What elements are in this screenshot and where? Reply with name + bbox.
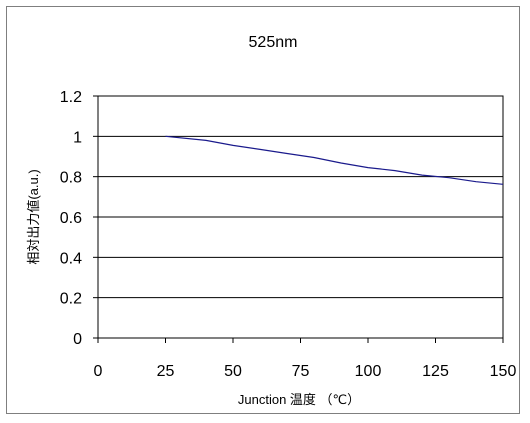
y-tick-label: 0.2: [60, 291, 82, 308]
series-line: [165, 135, 504, 185]
y-tick-label: 0: [73, 331, 82, 348]
y-tick-label: 1.2: [60, 89, 82, 106]
x-tick-label: 0: [94, 363, 103, 380]
y-tick-label: 0.8: [60, 170, 82, 187]
x-tick-label: 25: [157, 363, 175, 380]
x-axis-ticks: 0 25 50 75 100 125 150: [94, 338, 517, 380]
y-tick-label: 0.6: [60, 210, 82, 227]
x-tick-label: 50: [224, 363, 242, 380]
series-layer: [165, 135, 504, 185]
y-tick-label: 0.4: [60, 250, 82, 267]
chart-frame: 525nm 0 0.2 0.4 0.6 0.8 1 1.2 0 25 50 75 100 125 150…: [6, 6, 520, 414]
x-axis-title: Junction 温度 （℃）: [238, 392, 360, 407]
x-tick-label: 75: [292, 363, 310, 380]
chart-title: 525nm: [249, 34, 298, 51]
grid-lines: [98, 135, 503, 299]
y-tick-label: 1: [73, 129, 82, 146]
line-chart: 525nm 0 0.2 0.4 0.6 0.8 1 1.2 0 25 50 75 100 125 150…: [26, 34, 517, 407]
x-tick-label: 100: [355, 363, 382, 380]
x-tick-label: 125: [422, 363, 449, 380]
y-axis-ticks: 0 0.2 0.4 0.6 0.8 1 1.2: [60, 89, 98, 348]
y-axis-title: 相対出力値(a.u.): [26, 169, 41, 264]
x-tick-label: 150: [490, 363, 517, 380]
